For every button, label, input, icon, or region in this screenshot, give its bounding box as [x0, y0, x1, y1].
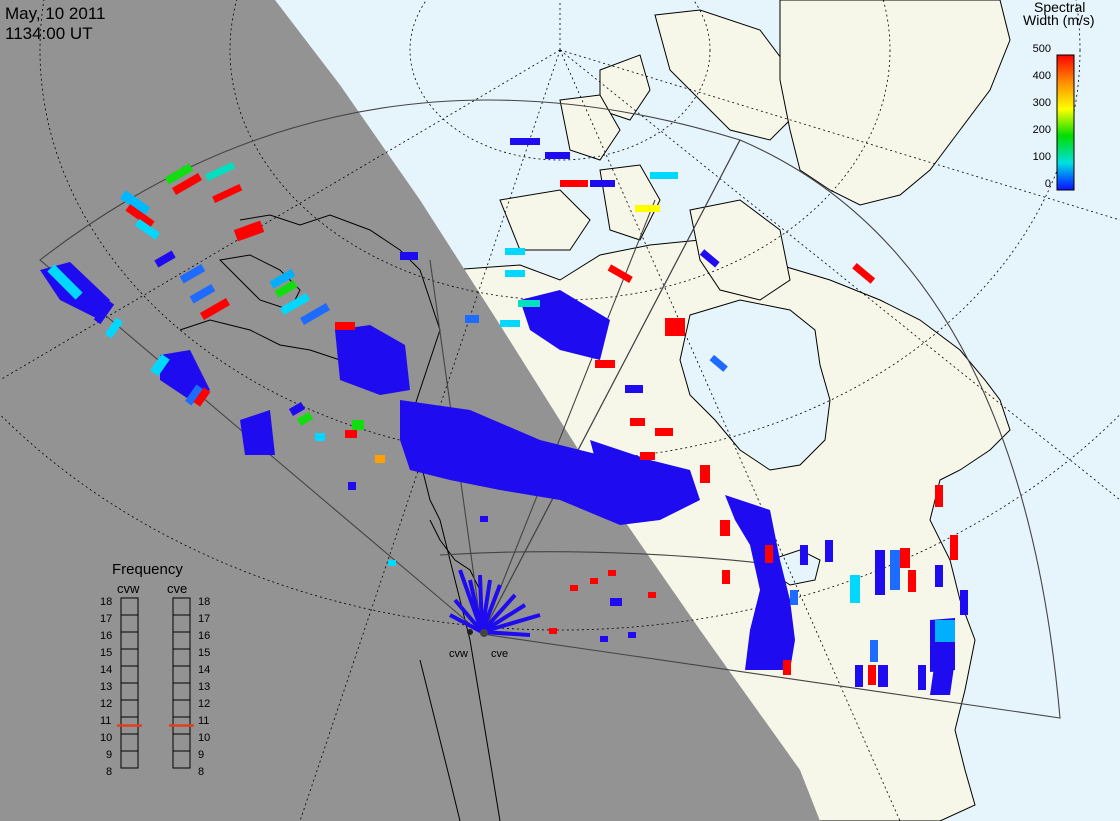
colorbar-tick-500: 500 [1032, 43, 1051, 55]
greenland [779, 0, 1011, 206]
colorbar-gradient [1056, 54, 1075, 191]
freq-scale-right-14: 14 [198, 664, 211, 676]
freq-scale-left-13: 13 [100, 681, 113, 693]
site-label-cve: cve [491, 648, 509, 660]
freq-scale-right-16: 16 [198, 630, 211, 642]
freq-scale-left-16: 16 [100, 630, 113, 642]
freq-scale-left-8: 8 [106, 766, 113, 778]
arctic-island-4 [499, 189, 591, 251]
cve-site-marker [480, 629, 488, 637]
colorbar-tick-300: 300 [1032, 97, 1051, 109]
frequency-label-cvw: cvw [117, 581, 140, 596]
freq-scale-right-11: 11 [198, 715, 210, 727]
freq-scale-right-17: 17 [198, 613, 211, 625]
colorbar-tick-0: 0 [1044, 178, 1051, 190]
echo-cells [47, 138, 968, 690]
freq-scale-left-12: 12 [100, 698, 113, 710]
cvw-fov [39, 99, 741, 635]
cvw-site-marker [467, 629, 473, 635]
freq-scale-left-17: 17 [100, 613, 113, 625]
frequency-label-cve: cve [167, 581, 188, 596]
arctic-island-3 [559, 94, 621, 161]
frequency-cve-column [172, 597, 191, 769]
colorbar-tick-200: 200 [1032, 124, 1051, 136]
freq-scale-right-18: 18 [198, 596, 211, 608]
timestamp-date: May, 10 2011 [5, 4, 106, 23]
colorbar-title-line2: Width (m/s) [1023, 12, 1095, 28]
freq-scale-left-10: 10 [100, 732, 113, 744]
freq-scale-left-15: 15 [100, 647, 113, 659]
freq-scale-right-8: 8 [198, 766, 205, 778]
freq-scale-right-10: 10 [198, 732, 211, 744]
hudson-bay [679, 299, 831, 471]
colorbar-tick-100: 100 [1032, 151, 1051, 163]
colorbar-title-line1: Spectral [1034, 0, 1086, 15]
frequency-panel-title: Frequency [112, 561, 183, 578]
freq-scale-left-11: 11 [100, 715, 112, 727]
freq-scale-right-12: 12 [198, 698, 211, 710]
freq-scale-right-15: 15 [198, 647, 211, 659]
freq-scale-right-9: 9 [198, 749, 205, 761]
cve-fov [481, 139, 1061, 719]
frequency-cvw-column [120, 597, 139, 769]
site-label-cvw: cvw [449, 648, 468, 660]
arctic-island-2 [654, 9, 801, 141]
timestamp-time: 1134:00 UT [5, 24, 93, 43]
baffin-island [689, 199, 791, 301]
radar-sites [467, 629, 488, 637]
freq-scale-left-14: 14 [100, 664, 113, 676]
freq-scale-right-13: 13 [198, 681, 211, 693]
freq-scale-left-18: 18 [100, 596, 113, 608]
near-range-echoes [449, 569, 541, 637]
colorbar-tick-400: 400 [1032, 70, 1051, 82]
freq-scale-left-9: 9 [106, 749, 113, 761]
